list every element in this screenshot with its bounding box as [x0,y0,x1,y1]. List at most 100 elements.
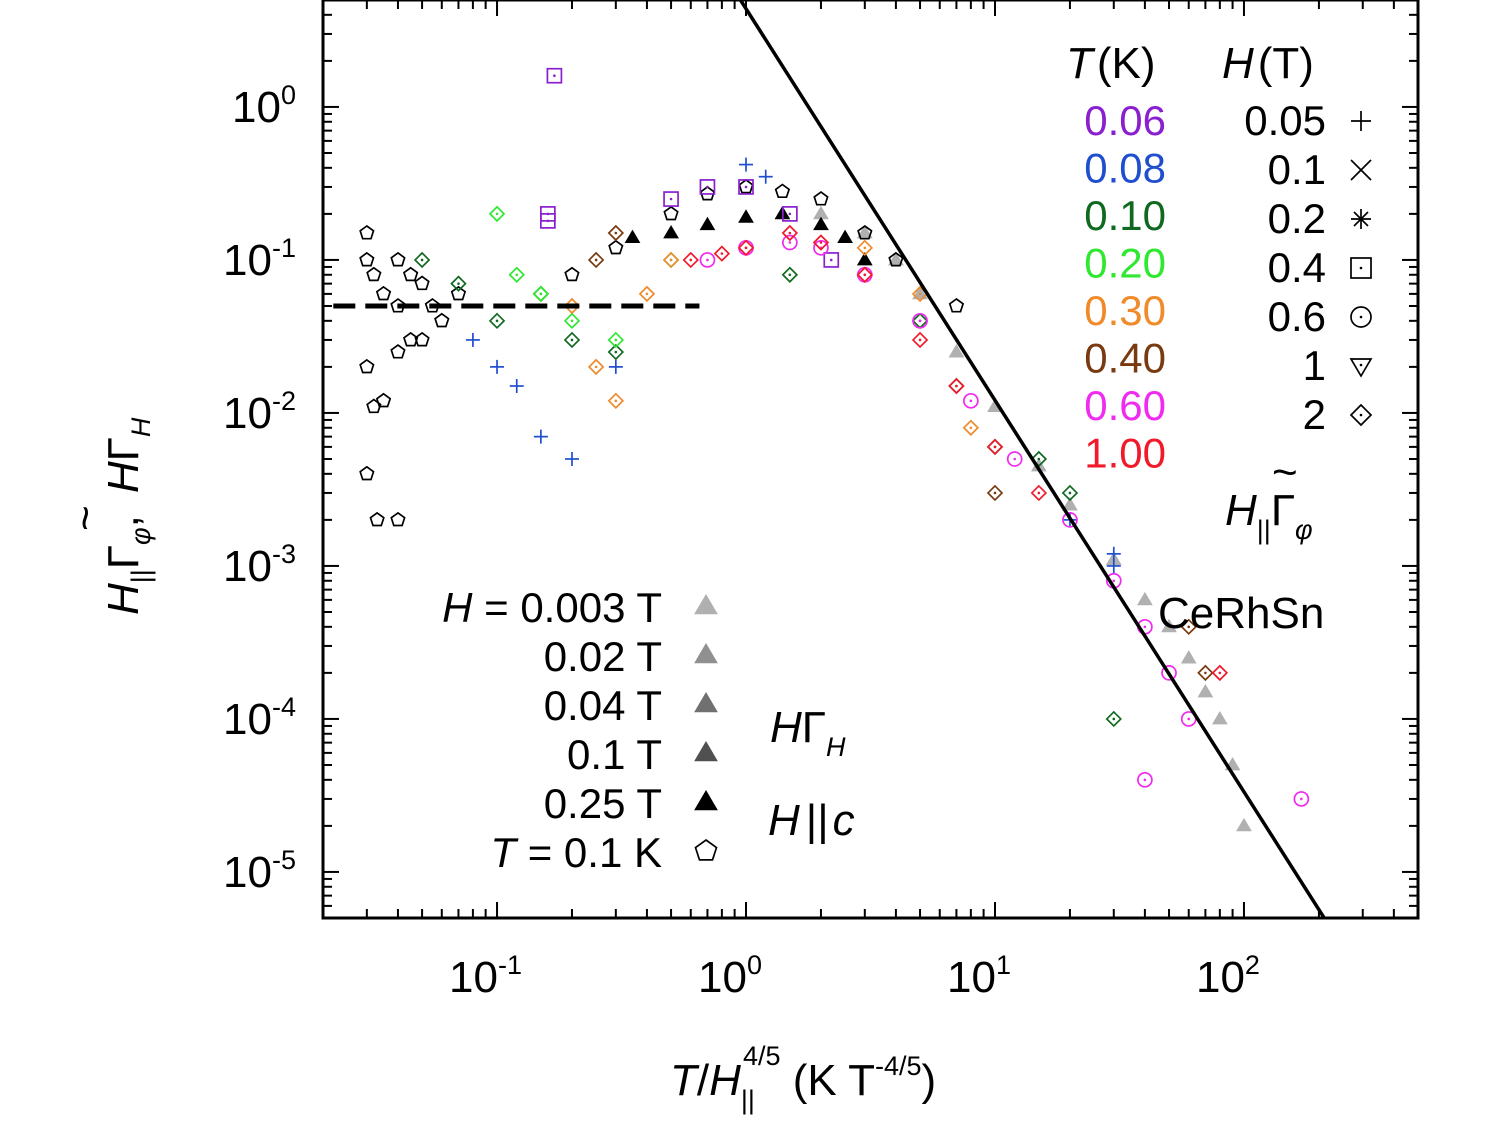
data-point [390,297,406,313]
data-point [390,511,406,527]
series-1.00-K [682,224,1229,682]
data-point [948,344,965,358]
data-point [738,178,754,194]
data-point [508,266,525,283]
legend-Hc-entry: 0.04 T [544,682,662,729]
legend-H-marker [1351,111,1371,131]
series-0.08-K [465,157,1121,573]
data-point [986,438,1004,456]
data-point [366,398,382,414]
data-point [856,239,874,257]
data-point [962,419,980,436]
data-point [738,209,754,223]
data-point [413,251,431,269]
data-point [359,251,375,267]
legend-field: H(T) 0.050.10.20.40.612 [1222,39,1373,438]
data-point [607,224,625,242]
svg-text:~: ~ [61,505,110,531]
data-point [1030,484,1048,502]
data-point [1161,618,1177,633]
tick-label: 10-1 [449,950,522,1002]
data-point [1137,591,1153,606]
legend-Hc-entry: 0.02 T [544,633,662,680]
annotation-hl-gamma-phi: H||Γφ ~ [1225,448,1313,545]
legend-Hc-marker [694,838,718,861]
legend-H-marker [1351,209,1371,229]
data-point [366,266,382,282]
legend-H-entry: 0.05 [1244,97,1326,144]
data-point [563,331,581,349]
legend-Hc-marker [694,594,718,615]
data-point [888,251,904,267]
tick-label: 10-3 [223,539,296,591]
data-point [739,157,754,172]
data-points [359,67,1310,832]
legend-H-entry: 1 [1303,342,1326,389]
data-point [813,191,829,206]
data-point [638,285,656,303]
data-point [738,179,754,195]
data-point [465,332,480,347]
svg-text:~: ~ [1272,448,1298,497]
tick-label: 10-5 [223,845,296,897]
data-point [608,239,624,255]
legend-Hc-marker [694,643,718,664]
data-point [369,511,385,527]
data-point [774,183,791,199]
legend-T-entry: 0.20 [1084,240,1166,287]
series-0.40-K [587,224,1214,682]
axis-ticks [322,0,1419,918]
data-point [823,252,840,268]
data-point [662,251,680,269]
data-point [986,484,1004,502]
data-point [1197,684,1214,698]
legend-T-entry: 0.40 [1084,335,1166,382]
legend-Hc-entry: T = 0.1 K [490,829,662,876]
data-point [375,285,392,301]
data-point [488,205,506,223]
series-0.06-K [540,67,840,268]
data-point [414,331,430,347]
legend-Hc-marker [694,692,718,713]
tick-label: 100 [698,950,762,1002]
data-point [911,331,929,349]
data-point [1006,451,1023,467]
data-point [607,392,625,410]
data-point [450,275,467,292]
tick-label: 10-2 [223,386,296,438]
legend-H-marker [1350,306,1372,328]
fit-line [738,0,1326,918]
data-point [737,239,755,257]
data-point [948,297,965,313]
y-axis-label: H||Γφ,HΓH ~ [61,417,156,615]
data-point [359,465,375,481]
data-point [532,285,550,303]
data-point [1180,650,1197,664]
legend-Hc-entry: 0.1 T [567,731,662,778]
legend-H-marker [1349,403,1373,427]
data-point [812,234,830,251]
data-point [813,216,829,231]
data-point [837,229,853,243]
axis-tick-labels: 10-1 100 101 102 100 10-1 10-2 10-3 10-4 10-5 [223,80,1260,1002]
legend-T-entry: 1.00 [1084,430,1166,477]
series-0.20-K [488,205,680,349]
legend-temperature: T(K) 0.060.080.100.200.300.400.601.00 [1066,39,1166,477]
legend-hc: H = 0.003 T0.02 T0.04 T0.1 T0.25 TT = 0.… [442,584,718,876]
data-point [1106,558,1121,573]
data-point [587,358,605,376]
legend-Hc-marker [694,741,718,762]
legend-T-entry: 0.10 [1084,192,1166,239]
data-point [607,343,625,361]
data-point [490,359,505,374]
data-point [375,392,392,408]
data-point [1106,546,1121,561]
data-point [663,191,679,207]
data-point [564,452,579,466]
series-0.25-T [624,205,873,266]
svg-text:H||c: H ||c [768,796,855,845]
data-point [402,266,419,282]
data-point [390,344,406,359]
data-point [1105,710,1122,728]
legend-Hc-entry: 0.25 T [544,780,662,827]
